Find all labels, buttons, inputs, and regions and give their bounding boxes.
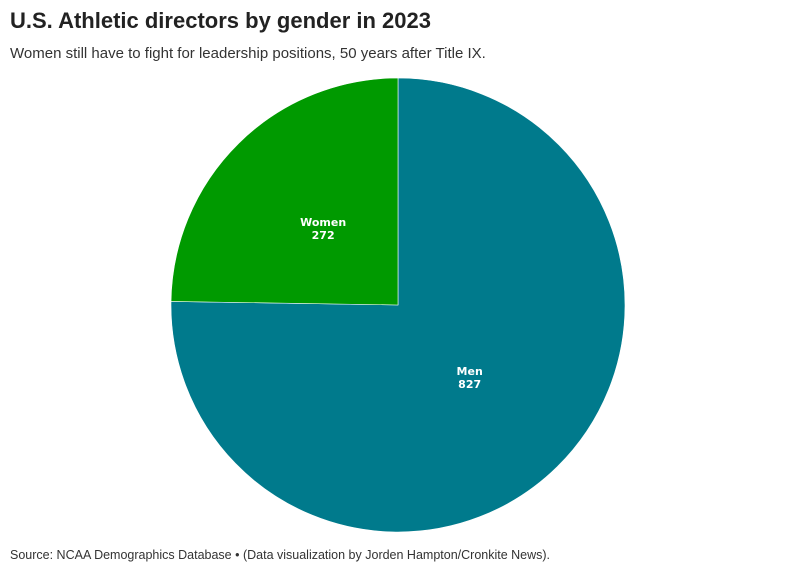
pie-chart: Men 827 Women 272 (170, 77, 626, 533)
pie-label-women: Women 272 (300, 216, 346, 242)
chart-title: U.S. Athletic directors by gender in 202… (10, 8, 431, 33)
pie-slice-men (170, 77, 626, 533)
chart-subtitle: Women still have to fight for leadership… (10, 45, 486, 62)
pie-slice-women (170, 77, 399, 306)
pie-label-men: Men 827 (457, 365, 483, 391)
source-note: Source: NCAA Demographics Database • (Da… (10, 548, 551, 562)
